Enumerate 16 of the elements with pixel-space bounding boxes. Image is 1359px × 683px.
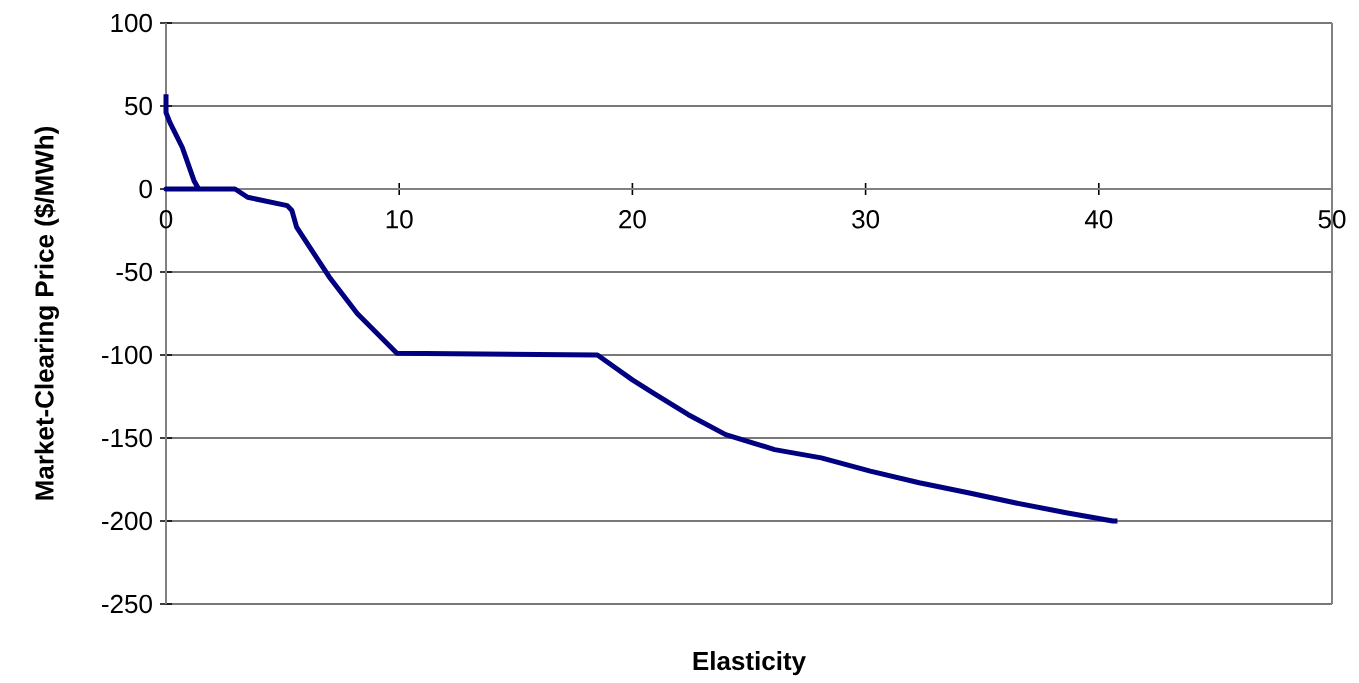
y-axis-title: Market-Clearing Price ($/MWh) [34,126,59,500]
x-tick-label: 40 [1084,210,1113,229]
y-tick-label: -150 [102,428,152,448]
x-tick-label: 0 [159,210,173,229]
x-tick-label: 30 [852,210,880,229]
y-tick-label: -200 [102,511,152,531]
y-tick-label: -50 [116,262,152,282]
y-tick-label: -250 [102,594,152,614]
x-axis-title: Elasticity [693,651,806,676]
y-tick-label: -100 [102,345,152,365]
x-tick-label: 10 [386,210,413,229]
y-tick-label: 0 [139,179,152,199]
x-tick-label: 50 [1318,210,1346,229]
x-tick-label: 20 [619,210,646,229]
y-tick-label: 100 [111,13,152,33]
y-tick-label: 50 [125,96,152,116]
